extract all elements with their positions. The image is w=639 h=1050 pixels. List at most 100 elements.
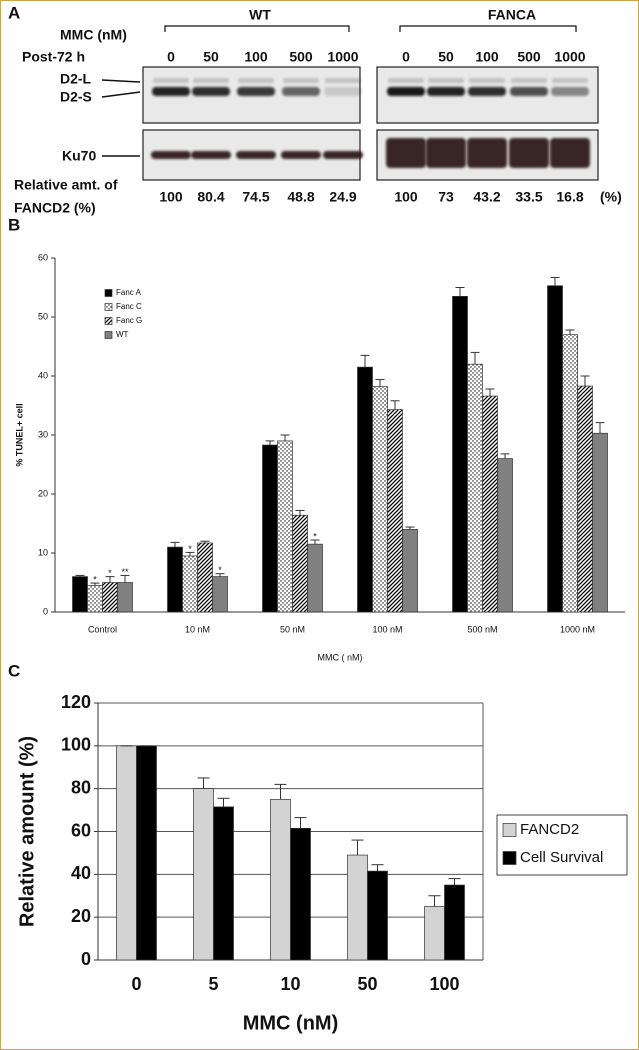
bar bbox=[497, 458, 513, 613]
lane-label: 100 bbox=[244, 49, 268, 65]
bar bbox=[467, 363, 483, 613]
legend-label: Cell Survival bbox=[520, 849, 603, 866]
error-bar bbox=[170, 541, 180, 548]
band bbox=[152, 87, 190, 96]
error-bar bbox=[105, 576, 115, 583]
bar bbox=[213, 806, 234, 961]
y-tick-label: 80 bbox=[71, 777, 91, 797]
y-tick-label: 30 bbox=[38, 429, 48, 439]
error-bar bbox=[200, 540, 210, 543]
band bbox=[324, 87, 362, 96]
legend-label: FANCD2 bbox=[520, 821, 579, 838]
error-bar bbox=[75, 574, 85, 577]
y-tick-label: 10 bbox=[38, 547, 48, 557]
error-bar bbox=[470, 351, 480, 365]
y-tick-label: 40 bbox=[71, 863, 91, 883]
legend-swatch bbox=[502, 851, 517, 865]
band bbox=[426, 138, 466, 168]
arrow bbox=[101, 79, 141, 83]
bar bbox=[182, 555, 198, 613]
error-bar bbox=[265, 440, 275, 446]
error-bar bbox=[550, 276, 560, 286]
x-axis-label: MMC (nM) bbox=[243, 1012, 339, 1034]
relative-amount: 24.9 bbox=[329, 189, 356, 205]
x-tick-label: 50 nM bbox=[280, 624, 305, 634]
y-tick-label: 100 bbox=[61, 735, 91, 755]
band bbox=[325, 78, 361, 83]
band bbox=[283, 78, 319, 83]
error-bar bbox=[375, 379, 385, 387]
error-bar bbox=[595, 422, 605, 434]
lane-label: 1000 bbox=[554, 49, 585, 65]
band-label: Ku70 bbox=[62, 148, 96, 164]
error-bar bbox=[455, 287, 465, 297]
band bbox=[550, 138, 590, 168]
significance: * bbox=[188, 544, 192, 554]
significance: * bbox=[218, 565, 222, 575]
legend-label: Fanc C bbox=[116, 302, 142, 311]
y-tick-label: 20 bbox=[71, 906, 91, 926]
band bbox=[428, 78, 464, 83]
bar bbox=[292, 514, 308, 613]
legend-swatch bbox=[104, 289, 113, 297]
band bbox=[238, 78, 274, 83]
band bbox=[511, 78, 547, 83]
y-tick-label: 20 bbox=[38, 488, 48, 498]
bar bbox=[577, 385, 593, 613]
bar bbox=[193, 788, 214, 961]
y-tick-label: 0 bbox=[81, 949, 91, 969]
band bbox=[510, 87, 548, 96]
y-tick-label: 120 bbox=[61, 692, 91, 712]
panel-label: B bbox=[8, 215, 20, 234]
legend-swatch bbox=[104, 317, 113, 325]
x-axis-label: MMC ( nM) bbox=[318, 652, 363, 662]
error-bar bbox=[274, 783, 287, 800]
bar bbox=[167, 546, 183, 613]
y-tick-label: 50 bbox=[38, 311, 48, 321]
error-bar bbox=[280, 434, 290, 441]
bar bbox=[562, 334, 578, 613]
relative-amount: 100 bbox=[159, 189, 183, 205]
group-label: WT bbox=[249, 7, 271, 23]
bar bbox=[387, 409, 403, 613]
band-label: D2-S bbox=[60, 89, 92, 105]
bar bbox=[270, 799, 291, 961]
error-bar bbox=[90, 582, 100, 586]
bar bbox=[402, 529, 418, 613]
bar bbox=[197, 542, 213, 613]
band-label: D2-L bbox=[60, 71, 92, 87]
y-tick-label: 60 bbox=[38, 252, 48, 262]
lane-label: 0 bbox=[167, 49, 175, 65]
mmc-label: MMC (nM) bbox=[60, 27, 127, 43]
band bbox=[467, 138, 507, 168]
band bbox=[237, 87, 275, 96]
panel-label: A bbox=[8, 3, 20, 22]
x-tick-label: Control bbox=[88, 624, 117, 634]
error-bar bbox=[485, 388, 495, 397]
relative-amount: 73 bbox=[438, 189, 454, 205]
bar bbox=[452, 296, 468, 613]
lane-label: 500 bbox=[289, 49, 313, 65]
bar bbox=[136, 745, 157, 961]
y-tick-label: 60 bbox=[71, 820, 91, 840]
significance: * bbox=[93, 574, 97, 584]
band bbox=[151, 151, 191, 159]
lane-label: 100 bbox=[475, 49, 499, 65]
error-bar bbox=[448, 878, 461, 886]
error-bar bbox=[580, 375, 590, 387]
bar bbox=[307, 543, 323, 613]
x-tick-label: 500 nM bbox=[467, 624, 497, 634]
bar bbox=[87, 585, 103, 613]
bar bbox=[72, 576, 88, 613]
band bbox=[153, 78, 189, 83]
relative-amount: 43.2 bbox=[473, 189, 500, 205]
legend-box bbox=[496, 814, 628, 876]
bar bbox=[444, 884, 465, 961]
error-bar bbox=[185, 551, 195, 556]
x-tick-label: 1000 nM bbox=[560, 624, 595, 634]
bracket bbox=[399, 25, 577, 32]
x-tick-label: 100 nM bbox=[372, 624, 402, 634]
error-bar bbox=[371, 864, 384, 872]
band bbox=[193, 78, 229, 83]
